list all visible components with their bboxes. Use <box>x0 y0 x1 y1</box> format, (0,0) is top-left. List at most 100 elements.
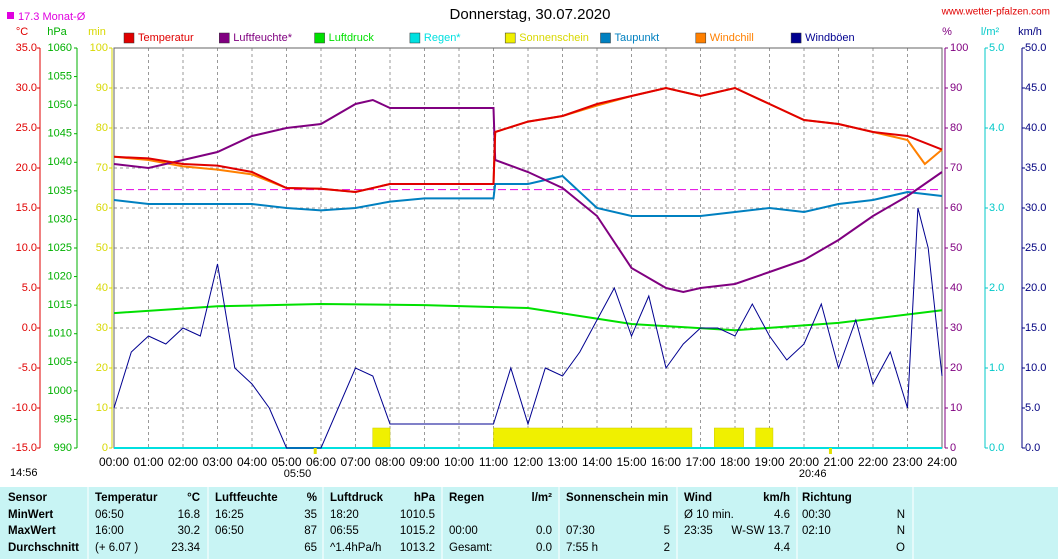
series-line <box>113 302 943 332</box>
axis-unit: l/m² <box>981 26 1000 38</box>
table-cell: 30.2 <box>178 525 200 537</box>
chart-title: Donnerstag, 30.07.2020 <box>450 6 611 23</box>
y-tick-label: 100 <box>950 42 968 54</box>
x-tick-label: 13:00 <box>547 455 577 469</box>
y-tick-label: 40 <box>950 282 962 294</box>
legend-swatch <box>790 32 802 44</box>
legend-swatch <box>409 32 421 44</box>
y-tick-label: 25.0 <box>16 122 37 134</box>
axis-unit: % <box>942 26 952 38</box>
y-tick-label: 80 <box>96 122 108 134</box>
y-tick-label: 100 <box>90 42 108 54</box>
y-tick-label: 3.0 <box>989 202 1004 214</box>
y-tick-label: 995 <box>54 413 72 425</box>
x-tick-label: 17:00 <box>685 455 715 469</box>
table-cell: 23:35 <box>684 525 713 537</box>
x-tick-label: 22:00 <box>858 455 888 469</box>
table-cell: 1015.2 <box>400 525 435 537</box>
y-tick-label: 1055 <box>48 70 72 82</box>
x-tick-label: 19:00 <box>754 455 784 469</box>
y-tick-label: 1010 <box>48 328 72 340</box>
y-tick-label: 50 <box>950 242 962 254</box>
axis-unit: °C <box>16 26 28 38</box>
legend-swatch <box>219 32 230 44</box>
stats-table: Sensor Temperatur °C Luftfeuchte% Luftdruck h… <box>8 487 914 559</box>
table-cell: 65 <box>304 542 317 554</box>
table-header-cell: Luftfeuchte <box>215 492 278 504</box>
table-cell: 02:10 <box>802 525 831 537</box>
x-tick-label: 09:00 <box>409 455 439 469</box>
table-header-cell: % <box>307 492 317 504</box>
table-background <box>0 487 1058 559</box>
y-tick-label: 30 <box>950 322 962 334</box>
y-tick-label: 1020 <box>48 270 72 282</box>
y-tick-label: 30.0 <box>16 82 37 94</box>
table-cell: N <box>897 525 905 537</box>
y-tick-label: 1025 <box>48 242 72 254</box>
table-header-cell: MinWert <box>8 509 53 521</box>
y-tick-label: 1005 <box>48 356 72 368</box>
y-tick-label: 1000 <box>48 385 72 397</box>
y-tick-label: 30 <box>96 322 108 334</box>
legend-label: Windböen <box>805 32 855 44</box>
y-tick-label: 0 <box>102 442 108 454</box>
table-cell: 0.0 <box>536 525 552 537</box>
x-tick-label: 18:00 <box>720 455 750 469</box>
x-tick-label: 03:00 <box>202 455 232 469</box>
series-line <box>113 174 943 217</box>
table-cell: W-SW 13.7 <box>731 525 790 537</box>
legend-swatch <box>600 32 611 44</box>
legend-swatch <box>504 32 516 44</box>
y-tick-label: 60 <box>96 202 108 214</box>
y-tick-label: 4.0 <box>989 122 1004 134</box>
sun-time: 20:46 <box>799 468 827 480</box>
table-header-cell: Sensor <box>8 492 48 504</box>
y-tick-label: 10 <box>96 402 108 414</box>
table-cell: Ø 10 min. <box>684 509 734 521</box>
y-tick-label: 5.0 <box>989 42 1004 54</box>
y-tick-label: 40.0 <box>1025 122 1046 134</box>
table-cell: 23.34 <box>171 542 200 554</box>
y-tick-label: 60 <box>950 202 962 214</box>
table-header-cell: l/m² <box>532 492 553 504</box>
table-cell: O <box>896 542 905 554</box>
legend-label: Taupunkt <box>615 32 660 44</box>
series-line <box>113 98 943 294</box>
y-tick-label: -15.0 <box>12 442 37 454</box>
y-tick-label: 1015 <box>48 299 72 311</box>
table-cell: 16.8 <box>178 509 200 521</box>
y-tick-label: 20 <box>96 362 108 374</box>
x-tick-label: 08:00 <box>375 455 405 469</box>
y-tick-label: 0.0 <box>22 322 37 334</box>
table-cell: 1013.2 <box>400 542 435 554</box>
y-tick-label: 10.0 <box>1025 362 1046 374</box>
table-cell: 4.6 <box>774 509 790 521</box>
month-average-label: 17.3 Monat-Ø <box>18 11 86 23</box>
series-line <box>113 86 943 194</box>
y-tick-label: 40 <box>96 282 108 294</box>
x-tick-label: 11:00 <box>479 455 508 469</box>
table-cell: ^1.4hPa/h <box>330 542 381 554</box>
x-tick-label: 04:00 <box>237 455 267 469</box>
x-tick-label: 16:00 <box>651 455 681 469</box>
table-header-cell: Wind <box>684 492 712 504</box>
y-tick-label: 1035 <box>48 185 72 197</box>
x-tick-label: 24:00 <box>927 455 957 469</box>
series-line <box>113 207 943 449</box>
table-header-cell: km/h <box>763 492 790 504</box>
y-tick-label: 30.0 <box>1025 202 1046 214</box>
y-tick-label: 35.0 <box>16 42 37 54</box>
y-tick-label: 90 <box>96 82 108 94</box>
legend-label: Luftfeuchte* <box>233 32 292 44</box>
y-tick-label: 50.0 <box>1025 42 1046 54</box>
x-tick-label: 02:00 <box>168 455 198 469</box>
y-tick-label: 0.0 <box>989 442 1004 454</box>
table-header-cell: MaxWert <box>8 525 56 537</box>
y-tick-label: 90 <box>950 82 962 94</box>
y-tick-label: 45.0 <box>1025 82 1046 94</box>
legend-swatch <box>314 32 325 44</box>
y-tick-label: 1060 <box>48 42 72 54</box>
y-tick-label: 70 <box>950 162 962 174</box>
table-cell: 00:00 <box>449 525 478 537</box>
x-tick-label: 14:00 <box>582 455 612 469</box>
